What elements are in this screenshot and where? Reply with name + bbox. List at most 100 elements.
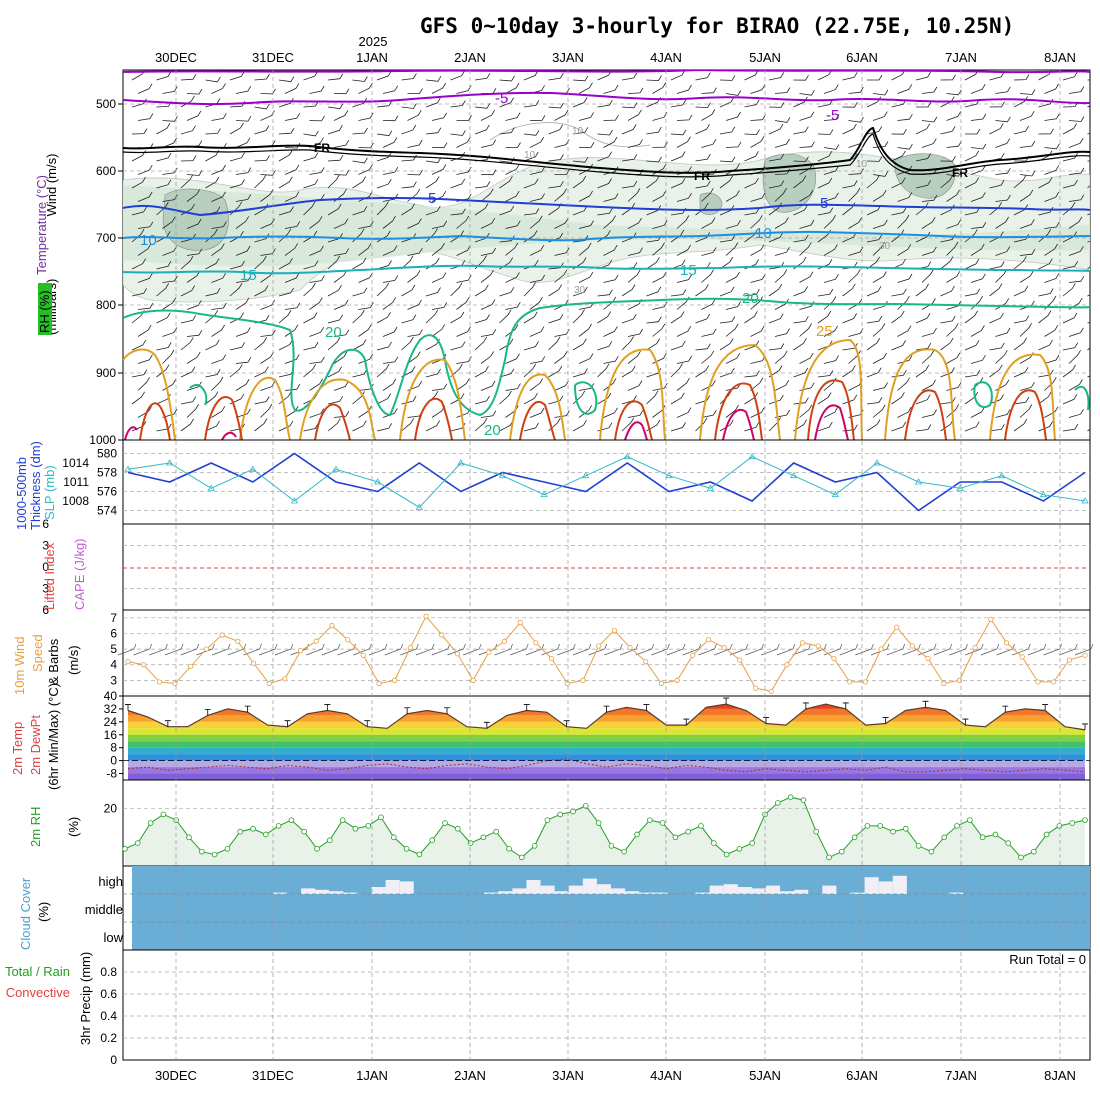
rh2m-point (390, 834, 397, 841)
temp-whisker (1042, 704, 1049, 711)
wind-barb (407, 139, 423, 148)
cloud-high-bar (765, 885, 781, 894)
cloud-high-bar (653, 892, 668, 894)
wind-barb (425, 287, 441, 297)
wind-barb (676, 407, 692, 418)
wind10m-barb (886, 643, 906, 656)
wind-barb (946, 189, 960, 202)
wind-barb (627, 247, 643, 256)
isotherm-30-arches (139, 379, 1047, 440)
wind-barb (480, 188, 494, 202)
cloud-high-bar (512, 888, 527, 894)
wind-barb (235, 356, 252, 364)
cape-y-label: CAPE (J/kg) (72, 538, 87, 610)
wind-barb (995, 216, 1009, 229)
wind-barb (1019, 170, 1036, 177)
wind-barb (695, 284, 709, 297)
profile-ylabel-temp: Temperature (°C) (34, 175, 49, 275)
wind-barb (676, 192, 692, 202)
day-label-bottom: 7JAN (945, 1068, 977, 1083)
wind-barb (989, 342, 1005, 351)
wind-barb (156, 179, 172, 189)
wind-barb (376, 201, 389, 216)
profile-y-label-wind: Wind (m/s) (44, 154, 59, 217)
wind-barb (401, 124, 417, 135)
wind-barb (235, 115, 252, 122)
wind-barb (578, 142, 595, 148)
wind10m-point (1035, 679, 1041, 685)
wind-barb (137, 273, 153, 283)
wind-barb (670, 178, 686, 189)
wind10m-barb (698, 643, 717, 656)
wind-barb (572, 286, 588, 297)
wind-barb (627, 410, 644, 418)
wind-barb (842, 365, 856, 378)
wind-barb (480, 139, 497, 148)
slp-point (332, 465, 340, 472)
contour-label: 30 (879, 241, 891, 252)
rh2m-point (454, 825, 461, 832)
wind-barb (376, 70, 392, 81)
temp-tick-label: 32 (104, 702, 118, 716)
wind-barb (284, 221, 301, 229)
wind-barb (872, 141, 889, 148)
wind10m-barb (290, 643, 309, 656)
wind-barb (303, 201, 316, 216)
wind10m-gridlines (123, 617, 1090, 681)
wind-barb (603, 355, 619, 364)
wind-barb (970, 113, 987, 121)
wind-barb (327, 154, 344, 162)
wind-barb (799, 190, 814, 202)
wind10m-speed-line (127, 615, 1086, 692)
wind-barb (235, 245, 251, 256)
wind-barb (670, 311, 685, 324)
wind-barb (799, 404, 813, 418)
thickness-y-label: 1000-500mb (14, 457, 29, 530)
dewpt2m-line (127, 758, 1086, 773)
isotherm-20-loop-b (973, 381, 993, 408)
wind-barb (1013, 337, 1027, 351)
wind-barb (376, 230, 391, 243)
wind-barb (578, 190, 593, 202)
wind-barb (621, 180, 638, 189)
wind10m-point (674, 677, 680, 683)
wind-barb (964, 340, 980, 351)
wind10m-point (392, 677, 398, 683)
wind-barb (823, 244, 838, 256)
wind-barb (180, 418, 194, 432)
slp-point (1081, 497, 1089, 504)
wind-barb (505, 82, 520, 94)
wind-barb (382, 356, 399, 364)
profile-y-ticks: 500 600 700 800 900 1000 (89, 97, 123, 447)
wind-barb (333, 88, 350, 95)
wind-barb (578, 383, 595, 391)
wind-barb (303, 152, 319, 162)
wind-barb (131, 288, 148, 297)
wind-barb (646, 338, 661, 351)
pressure-tick-label: 900 (96, 366, 116, 380)
wind-barb (260, 189, 274, 202)
precip-y-ticks: 0.8 0.6 0.4 0.2 0 (100, 965, 117, 1067)
wind-barb (480, 351, 495, 364)
slp-point (1039, 490, 1048, 498)
wind10m-ylabel-2: Speed (30, 634, 45, 672)
wind-barb (793, 316, 809, 324)
wind-barb (1044, 325, 1059, 337)
wind-barb (646, 175, 660, 189)
temp-whisker (563, 720, 570, 727)
wind-barb (1013, 74, 1030, 81)
wind-barb (695, 417, 708, 432)
wind-barb (235, 137, 251, 148)
cloud-high-bar (498, 891, 513, 894)
day-label-top: 7JAN (945, 50, 977, 65)
wind-barb (137, 302, 154, 310)
wind-barb (431, 272, 447, 283)
wind-barb (921, 350, 935, 364)
wind-barb (474, 365, 489, 378)
wind-barb (793, 175, 807, 189)
isotherm-20 (123, 297, 1090, 417)
wind-barb (1068, 167, 1085, 175)
wind-barb (719, 316, 736, 324)
wind-barb (725, 242, 739, 256)
wind-barb (848, 116, 864, 123)
